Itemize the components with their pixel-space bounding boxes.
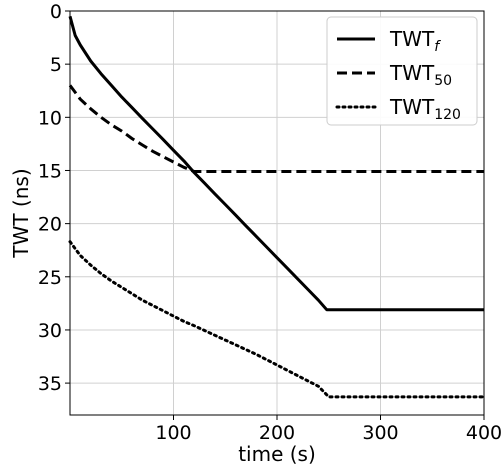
y-tick-label: 15: [38, 160, 62, 182]
y-tick-label: 35: [38, 373, 62, 395]
x-tick-label: 100: [155, 422, 191, 444]
y-axis-label: TWT (ns): [9, 168, 33, 258]
y-tick-label: 25: [38, 267, 62, 289]
y-tick-label: 20: [38, 214, 62, 236]
x-axis-label: time (s): [238, 442, 316, 466]
legend-label-subscript: f: [434, 39, 441, 55]
x-tick-label: 400: [466, 422, 502, 444]
x-axis-ticks: 100 200 300 400: [155, 415, 502, 444]
legend-label: TWT50: [389, 61, 452, 89]
x-tick-label: 300: [362, 422, 398, 444]
series-line-twt-120: [68, 240, 486, 399]
y-tick-label: 5: [50, 54, 62, 76]
legend-label: TWTf: [389, 27, 441, 55]
y-tick-label: 0: [50, 1, 62, 23]
y-axis-ticks: 0 5 10 15 20 25 30 35: [38, 1, 70, 395]
series-line-twt-50: [68, 84, 484, 173]
legend-label: TWT120: [389, 95, 461, 123]
legend-label-subscript: 50: [434, 73, 452, 89]
legend-label-base: TWT: [389, 61, 435, 85]
legend-label-subscript: 120: [434, 107, 461, 123]
series-line-twt-f: [68, 15, 484, 312]
y-tick-label: 30: [38, 320, 62, 342]
y-tick-label: 10: [38, 107, 62, 129]
legend-label-base: TWT: [389, 95, 435, 119]
x-tick-label: 200: [259, 422, 295, 444]
legend-label-base: TWT: [389, 27, 435, 51]
series-layer: [68, 15, 486, 399]
legend-box: [326, 16, 478, 126]
